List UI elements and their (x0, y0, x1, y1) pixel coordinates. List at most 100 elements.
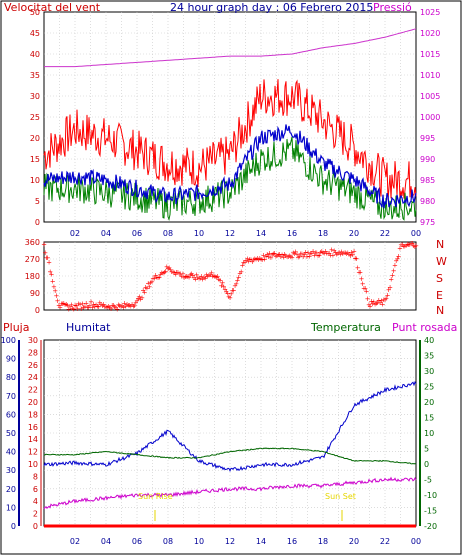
rain-tick-label: 8 (33, 472, 38, 481)
direction-tick-label: 270 (25, 255, 40, 264)
rain-tick-label: 14 (28, 435, 38, 444)
direction-point: + (127, 302, 133, 310)
wind-minimum-series-line (43, 136, 417, 222)
pressure-tick-label: 975 (420, 218, 435, 227)
humidity-tick-label: 90 (6, 355, 16, 364)
direction-point: + (332, 248, 338, 256)
direction-point: + (335, 250, 341, 258)
direction-point: + (292, 250, 298, 258)
direction-point: + (347, 252, 353, 260)
direction-point: + (340, 250, 346, 258)
direction-point: + (200, 275, 206, 283)
direction-point: + (409, 240, 415, 248)
direction-point: + (107, 304, 113, 312)
direction-point: + (185, 273, 191, 281)
direction-point: + (165, 265, 171, 273)
direction-point: + (274, 252, 280, 260)
direction-point: + (401, 243, 407, 251)
direction-point: + (91, 300, 97, 308)
temperature-tick-label: 35 (424, 352, 434, 361)
direction-point: + (191, 274, 197, 282)
top-series (43, 28, 417, 222)
direction-point: + (60, 300, 66, 308)
direction-point: + (41, 241, 47, 249)
wind-tick-label: 0 (35, 218, 40, 227)
direction-point: + (122, 300, 128, 308)
direction-point: + (329, 246, 335, 254)
direction-point: + (244, 255, 250, 263)
direction-point: + (119, 302, 125, 310)
direction-point: + (172, 270, 178, 278)
rain-tick-label: 28 (28, 348, 38, 357)
direction-point: + (325, 249, 331, 257)
top-x-axis: 02 04 06 08 10 12 14 16 18 20 22 00 (70, 229, 421, 238)
direction-point: + (270, 250, 276, 258)
direction-grid (44, 242, 416, 310)
temperature-tick-label: 5 (424, 445, 429, 454)
direction-point: + (412, 243, 418, 251)
direction-point: + (377, 299, 383, 307)
direction-point: + (285, 253, 291, 261)
direction-point: + (298, 250, 304, 258)
direction-point: + (273, 253, 279, 261)
pressure-tick-label: 1010 (420, 71, 440, 80)
direction-point: + (385, 291, 391, 299)
direction-point: + (256, 256, 262, 264)
direction-point: + (161, 269, 167, 277)
temperature-tick-label: -15 (424, 507, 437, 516)
direction-point: + (124, 300, 130, 308)
direction-point: + (288, 253, 294, 261)
x-tick-label: 02 (70, 537, 80, 546)
direction-point: + (365, 295, 371, 303)
compass-letter: S (436, 272, 443, 285)
direction-point: + (389, 272, 395, 280)
direction-tick-label: 180 (25, 272, 40, 281)
top-right-axis: 975 980 985 990 995 1000 1005 1010 1015 1020 1025 (420, 8, 440, 227)
direction-point: + (50, 277, 56, 285)
pressure-tick-label: 1000 (420, 113, 440, 122)
direction-point: + (98, 300, 104, 308)
temperature-tick-label: 20 (424, 398, 434, 407)
rain-tick-label: 12 (28, 448, 38, 457)
direction-point: + (202, 274, 208, 282)
x-tick-label: 18 (318, 229, 328, 238)
direction-point: + (56, 302, 62, 310)
direction-point: + (316, 252, 322, 260)
direction-point: + (295, 254, 301, 262)
humidity-tick-label: 10 (6, 503, 16, 512)
direction-point: + (179, 273, 185, 281)
direction-point: + (141, 289, 147, 297)
direction-point: + (372, 300, 378, 308)
direction-point: + (393, 257, 399, 265)
direction-point: + (241, 259, 247, 267)
wind-tick-label: 25 (30, 113, 40, 122)
direction-point: + (293, 248, 299, 256)
direction-point: + (366, 301, 372, 309)
direction-point: + (382, 296, 388, 304)
x-tick-label: 02 (70, 229, 80, 238)
bottom-x-axis: 02 04 06 08 10 12 14 16 18 20 22 00 (70, 537, 421, 546)
rain-tick-label: 2 (33, 510, 38, 519)
direction-point: + (120, 303, 126, 311)
direction-point: + (227, 294, 233, 302)
direction-point: + (171, 269, 177, 277)
direction-point: + (262, 256, 268, 264)
direction-point: + (221, 283, 227, 291)
wind-tick-label: 40 (30, 50, 40, 59)
wind-tick-label: 35 (30, 71, 40, 80)
direction-point: + (296, 253, 302, 261)
direction-point: + (146, 283, 152, 291)
bottom-series (43, 380, 417, 528)
direction-point: + (51, 283, 57, 291)
direction-point: + (376, 297, 382, 305)
direction-point: + (77, 300, 83, 308)
compass-letter: N (436, 304, 444, 317)
direction-point: + (308, 249, 314, 257)
temperature-tick-label: 10 (424, 429, 434, 438)
direction-point: + (330, 251, 336, 259)
pressure-tick-label: 985 (420, 176, 435, 185)
direction-point: + (211, 272, 217, 280)
direction-point: + (194, 271, 200, 279)
